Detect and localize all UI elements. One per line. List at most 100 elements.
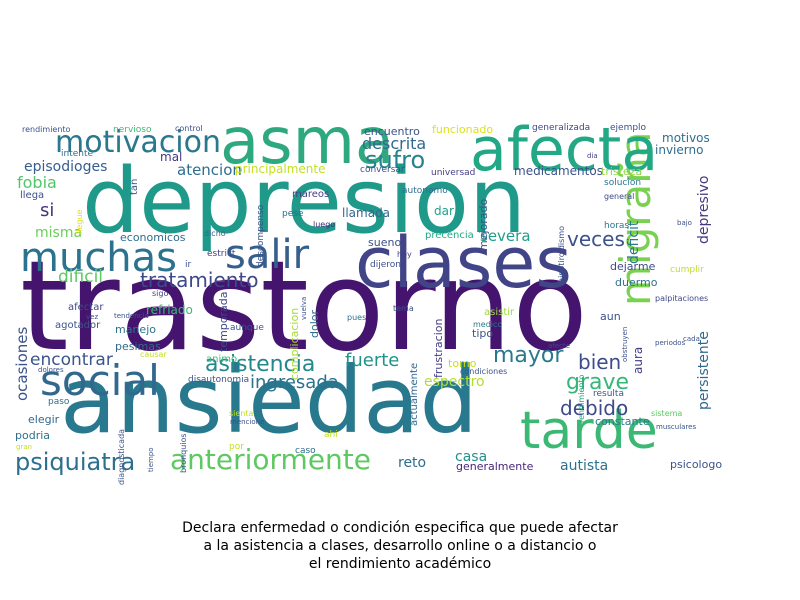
- word-mareos: mareos: [292, 189, 330, 200]
- word-tan: tan: [129, 178, 140, 195]
- word-dia: dia: [587, 152, 598, 160]
- word-invierno: invierno: [655, 143, 704, 157]
- word-descrita: descrita: [362, 134, 427, 153]
- word-grave: grave: [566, 370, 630, 395]
- word-mencione: mencione: [230, 418, 265, 426]
- word-ejemplo: ejemplo: [610, 123, 647, 133]
- word-afecta: afecta: [470, 115, 659, 185]
- word-trastorno: trastorno: [20, 235, 588, 379]
- word-sufro: sufro: [365, 146, 426, 174]
- word-atencion: atencion: [177, 161, 242, 179]
- word-paso: paso: [48, 397, 70, 407]
- word-ingresada: ingresada: [250, 372, 339, 393]
- word-fobia: fobia: [17, 173, 57, 192]
- word-depresion: depresion: [82, 149, 527, 254]
- word-autonomo: autonomo: [402, 186, 448, 196]
- word-mejorado: mejorado: [477, 198, 490, 251]
- word-dijeron: dijeron: [370, 260, 401, 270]
- word-gran: gran: [16, 443, 33, 451]
- word-sistema: sistema: [651, 409, 683, 418]
- word-afecte: afecte: [548, 342, 570, 350]
- word-afectar: afectar: [68, 302, 104, 313]
- word-llega: llega: [20, 190, 45, 201]
- word-asma: asma: [220, 105, 395, 179]
- word-funcionado: funcionado: [432, 123, 494, 136]
- word-espectro: espectro: [424, 374, 485, 390]
- word-si: si: [40, 200, 55, 221]
- word-mayor: mayor: [493, 343, 564, 368]
- word-motivos: motivos: [662, 131, 710, 145]
- word-rendimiento: rendimiento: [577, 374, 586, 423]
- word-social: social: [40, 356, 160, 405]
- word-solucion: solucion: [604, 178, 642, 188]
- word-ahi: ahi: [324, 430, 338, 440]
- word-muchas: muchas: [20, 235, 178, 281]
- word-tomo: tomo: [448, 357, 477, 370]
- word-reto: reto: [398, 455, 427, 471]
- word-ansiedad: ansiedad: [60, 347, 478, 454]
- word-dejarme: dejarme: [610, 260, 656, 273]
- word-actualmente: actualmente: [409, 362, 420, 426]
- word-bajo: bajo: [677, 219, 692, 227]
- word-veces: veces: [567, 227, 625, 251]
- word-frustracion: frustracion: [432, 318, 445, 378]
- word-universad: universad: [431, 168, 476, 178]
- word-pues: pues: [347, 313, 367, 322]
- word-diagnosticada: diagnosticada: [117, 428, 126, 485]
- word-motivacion: motivacion: [55, 125, 222, 160]
- word-periodos: periodos: [655, 339, 686, 347]
- word-tema: tema: [393, 304, 414, 313]
- word-psiquiatra: psiquiatra: [15, 448, 136, 476]
- word-asistir: asistir: [484, 307, 515, 318]
- word-control: control: [175, 124, 203, 133]
- word-intente: intente: [61, 149, 94, 159]
- word-persistente: persistente: [696, 331, 712, 410]
- caption-line-3: el rendimiento académico: [308, 556, 492, 572]
- word-musculares: musculares: [656, 423, 697, 431]
- word-animo: animo: [206, 354, 238, 365]
- word-sienta: sienta: [229, 409, 254, 418]
- word-economicos: economicos: [120, 231, 186, 244]
- word-anteriormente: anteriormente: [170, 443, 372, 476]
- word-por: por: [229, 442, 244, 452]
- word-aun: aun: [600, 310, 621, 323]
- word-generalmente: generalmente: [456, 460, 534, 473]
- word-agotador: agotador: [55, 320, 101, 331]
- word-palpitaciones: palpitaciones: [655, 294, 709, 303]
- word-tristeza: tristeza: [601, 165, 643, 178]
- word-pesimas: pesimas: [115, 340, 161, 353]
- caption-line-2: a la asistencia a clases, desarrollo onl…: [203, 538, 597, 554]
- word-principalmente: principalmente: [235, 162, 326, 176]
- word-hoy: hoy: [397, 250, 412, 259]
- word-tipo: tipo: [472, 327, 494, 340]
- word-salir: salir: [225, 232, 310, 278]
- word-manejo: manejo: [115, 323, 156, 336]
- word-aura: aura: [631, 346, 645, 374]
- word-cada: cada: [683, 335, 700, 343]
- word-nervioso: nervioso: [113, 125, 152, 135]
- word-luego: luego: [313, 220, 336, 229]
- figure-caption: Declara enfermedad o condición especific…: [100, 519, 700, 573]
- word-estrict: estrict: [207, 249, 236, 259]
- word-misma: misma: [35, 225, 83, 241]
- word-causar: causar: [140, 350, 167, 359]
- word-tendencia: tendencia: [114, 312, 149, 320]
- word-tratamiento: tratamiento: [140, 268, 259, 292]
- word-hipotiroidismo: hipotiroidismo: [557, 225, 566, 283]
- word-horas: horas: [604, 221, 630, 231]
- word-ir: ir: [185, 260, 192, 270]
- word-general: general: [604, 192, 635, 201]
- word-mal: mal: [160, 150, 183, 164]
- word-dicho: dicho: [204, 229, 226, 238]
- word-vez: vez: [86, 313, 99, 321]
- word-generalizada: generalizada: [532, 123, 591, 133]
- word-refriado: refriado: [146, 303, 193, 317]
- word-resulta: resulta: [593, 389, 624, 399]
- word-podria: podria: [15, 429, 51, 442]
- word-depresivo: depresivo: [696, 175, 712, 244]
- word-vuelva: vuelva: [300, 296, 308, 320]
- word-tarde: tarde: [520, 401, 658, 461]
- word-sueno: sueno: [368, 236, 402, 249]
- word-complicacion: complicacion: [288, 307, 301, 380]
- word-disautonomia: disautonomia: [188, 375, 250, 385]
